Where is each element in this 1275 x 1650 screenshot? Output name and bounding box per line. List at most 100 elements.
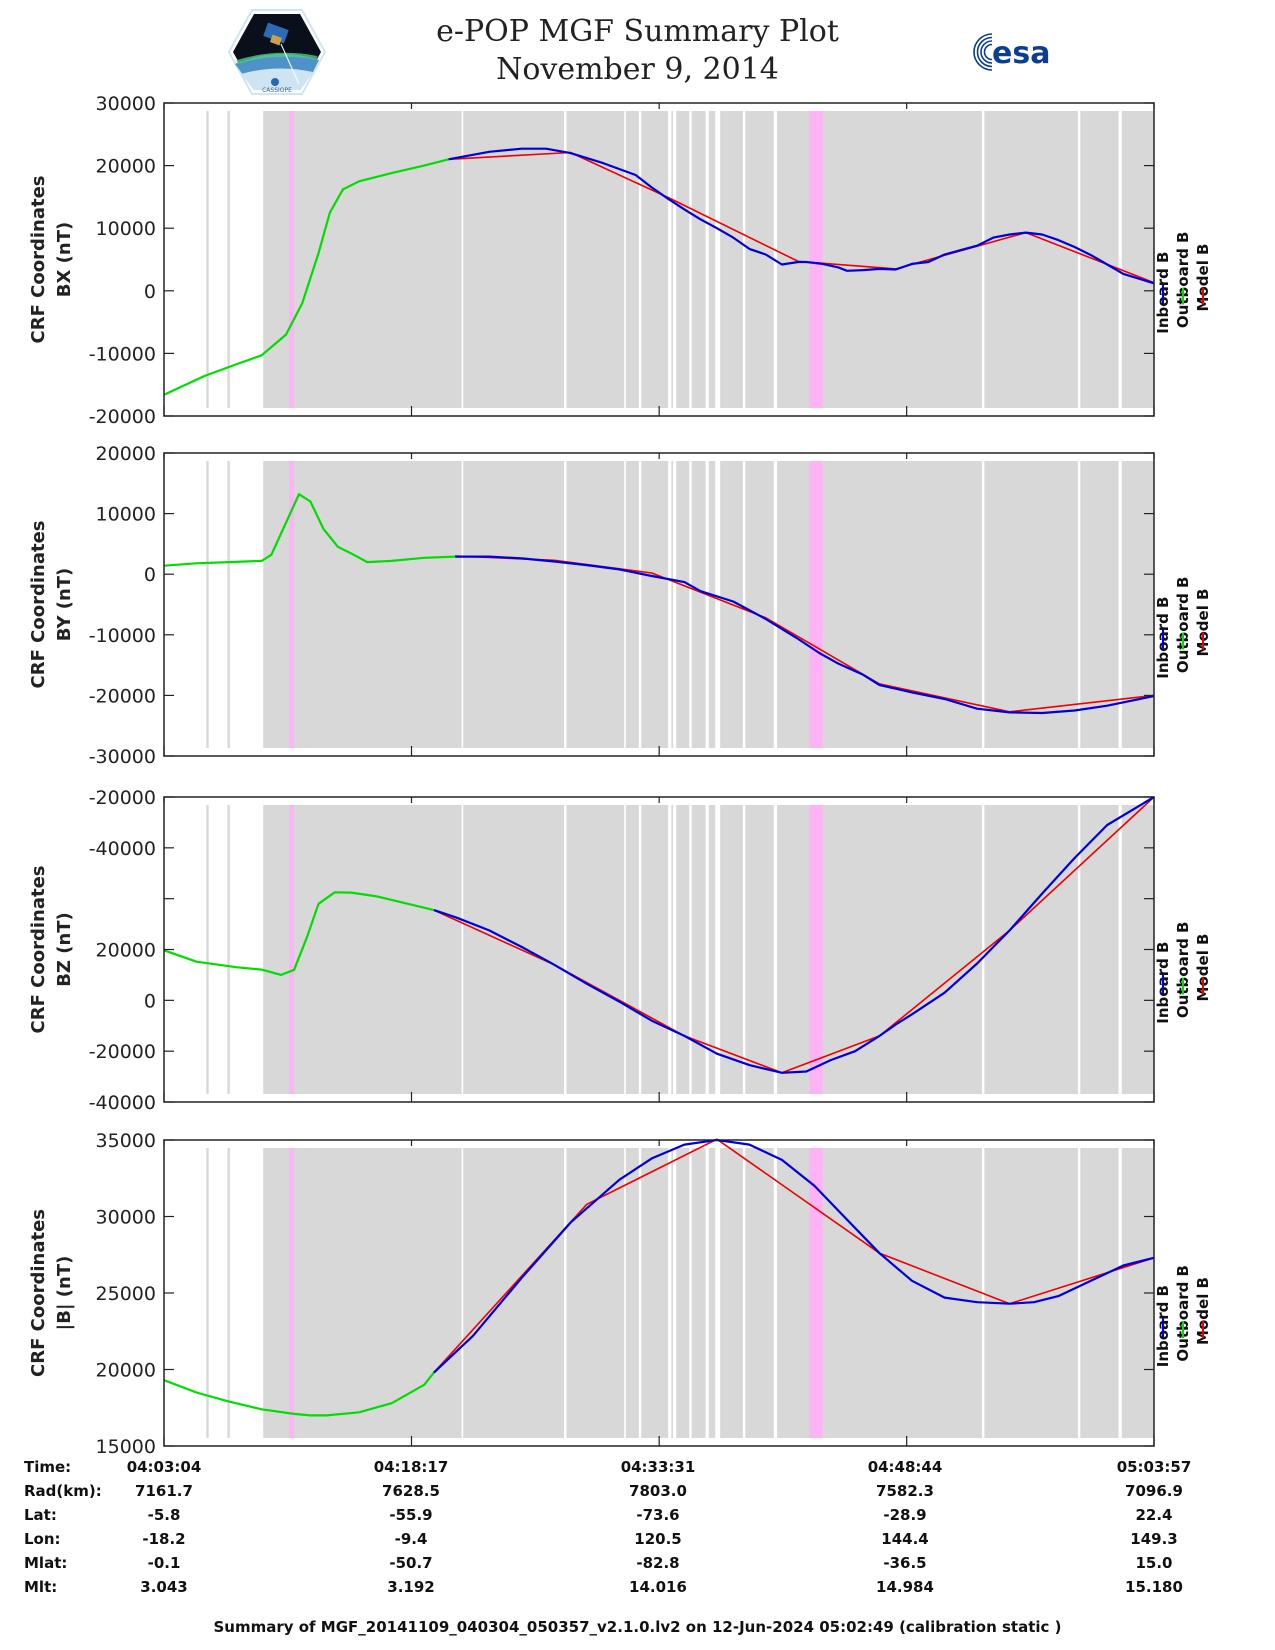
data-gap-band bbox=[691, 461, 706, 748]
event-band bbox=[809, 1148, 823, 1438]
y-tick-label: 30000 bbox=[96, 93, 156, 115]
y-tick-label: -30000 bbox=[89, 746, 156, 768]
event-band bbox=[809, 461, 823, 748]
y-tick-label: -20000 bbox=[89, 1041, 156, 1063]
data-gap-band bbox=[708, 805, 716, 1094]
data-gap-band bbox=[227, 111, 230, 408]
data-gap-band bbox=[676, 805, 690, 1094]
info-cell: -28.9 bbox=[883, 1506, 927, 1524]
data-gap-band bbox=[227, 1148, 230, 1438]
series-inboard-b bbox=[448, 147, 1155, 285]
y-axis-label-unit: BX (nT) bbox=[54, 222, 75, 297]
data-gap-band bbox=[641, 805, 669, 1094]
info-row-label: Rad(km): bbox=[24, 1482, 102, 1500]
legend-label-outboard-b: Outboard B bbox=[1174, 577, 1192, 674]
series-outboard-b bbox=[163, 493, 456, 567]
data-gap-band bbox=[625, 111, 639, 408]
data-gap-band bbox=[984, 461, 1078, 748]
data-gap-band bbox=[720, 111, 743, 408]
data-gap-band bbox=[671, 805, 673, 1094]
y-tick-label: -40000 bbox=[89, 838, 156, 860]
y-axis-label-unit: |B| (nT) bbox=[54, 1256, 75, 1331]
data-gap-band bbox=[691, 111, 706, 408]
data-gap-band bbox=[720, 805, 743, 1094]
legend-label-outboard-b: Outboard B bbox=[1174, 922, 1192, 1019]
info-cell: -9.4 bbox=[394, 1530, 428, 1548]
data-gap-band bbox=[625, 461, 639, 748]
data-gap-band bbox=[463, 461, 565, 748]
data-gap-band bbox=[777, 1148, 982, 1438]
data-gap-band bbox=[1080, 805, 1119, 1094]
panel-3: -40000 -20000 0 20000 -40000 -20000 CRF Coordi… bbox=[28, 787, 1212, 1114]
y-tick-label: 10000 bbox=[96, 504, 156, 526]
y-tick-label: 0 bbox=[144, 281, 156, 303]
info-cell: -5.8 bbox=[147, 1506, 181, 1524]
legend-label-model-b: Model B bbox=[1194, 589, 1212, 657]
data-gap-band bbox=[671, 461, 673, 748]
data-gap-band bbox=[777, 111, 982, 408]
series-inboard-b bbox=[433, 796, 1155, 1074]
data-gap-band bbox=[984, 111, 1078, 408]
series-inboard-b bbox=[433, 1138, 1155, 1374]
header: CASSIOPE e-POP MGF Summary Plot November… bbox=[0, 0, 1275, 100]
info-cell: -82.8 bbox=[636, 1554, 680, 1572]
info-cell: 04:03:04 bbox=[126, 1458, 202, 1476]
data-gap-band bbox=[566, 1148, 625, 1438]
data-gap-band bbox=[671, 1148, 673, 1438]
data-gap-band bbox=[720, 1148, 743, 1438]
y-tick-label: -20000 bbox=[89, 787, 156, 809]
series-outboard-b bbox=[163, 891, 435, 977]
legend-label-model-b: Model B bbox=[1194, 934, 1212, 1002]
data-gap-band bbox=[566, 805, 625, 1094]
info-row-label: Lon: bbox=[24, 1530, 61, 1548]
y-tick-label: 25000 bbox=[96, 1283, 156, 1305]
data-gap-band bbox=[463, 1148, 565, 1438]
data-gap-band bbox=[1121, 461, 1154, 748]
data-gap-band bbox=[206, 111, 209, 408]
data-gap-band bbox=[227, 461, 230, 748]
data-gap-band bbox=[641, 461, 669, 748]
info-cell: 3.192 bbox=[387, 1578, 435, 1596]
info-cell: 04:18:17 bbox=[373, 1458, 449, 1476]
data-gap-band bbox=[263, 461, 462, 748]
data-gap-band bbox=[206, 461, 209, 748]
y-axis-label: CRF Coordinates bbox=[28, 521, 49, 689]
data-gap-band bbox=[263, 805, 462, 1094]
data-gap-band bbox=[227, 805, 230, 1094]
y-tick-label: 20000 bbox=[96, 443, 156, 465]
info-cell: -50.7 bbox=[389, 1554, 433, 1572]
info-cell: 15.180 bbox=[1125, 1578, 1183, 1596]
data-gap-band bbox=[984, 805, 1078, 1094]
info-cell: 149.3 bbox=[1130, 1530, 1178, 1548]
data-gap-band bbox=[206, 1148, 209, 1438]
data-gap-band bbox=[566, 461, 625, 748]
data-gap-band bbox=[625, 1148, 639, 1438]
info-row: Time: 04:03:04 04:18:17 04:33:31 04:48:44 05:… bbox=[0, 1458, 1275, 1482]
data-gap-band bbox=[1080, 1148, 1119, 1438]
info-row: Rad(km): 7161.7 7628.5 7803.0 7582.3 7096.9 bbox=[0, 1482, 1275, 1506]
data-gap-band bbox=[708, 111, 716, 408]
esa-logo-text: esa bbox=[992, 36, 1050, 71]
y-axis-label: CRF Coordinates bbox=[28, 176, 49, 344]
y-tick-label: 10000 bbox=[96, 218, 156, 240]
info-row-label: Lat: bbox=[24, 1506, 57, 1524]
data-gap-band bbox=[263, 1148, 462, 1438]
series-inboard-b bbox=[455, 555, 1155, 715]
data-gap-band bbox=[625, 805, 639, 1094]
data-gap-band bbox=[745, 1148, 774, 1438]
info-cell: 15.0 bbox=[1135, 1554, 1173, 1572]
info-cell: -18.2 bbox=[142, 1530, 186, 1548]
y-axis-label: CRF Coordinates bbox=[28, 1209, 49, 1377]
info-cell: -73.6 bbox=[636, 1506, 680, 1524]
series-outboard-b bbox=[163, 1371, 435, 1417]
y-axis-label: CRF Coordinates bbox=[28, 866, 49, 1034]
y-tick-label: -10000 bbox=[89, 343, 156, 365]
event-band bbox=[289, 1148, 295, 1438]
y-axis-label-unit: BZ (nT) bbox=[54, 912, 75, 987]
info-cell: 04:48:44 bbox=[867, 1458, 943, 1476]
data-gap-band bbox=[641, 1148, 669, 1438]
cassiope-logo: CASSIOPE bbox=[227, 8, 327, 96]
esa-logo: esa bbox=[970, 30, 1090, 74]
y-axis-label-unit: BY (nT) bbox=[54, 568, 75, 642]
data-gap-band bbox=[777, 805, 982, 1094]
